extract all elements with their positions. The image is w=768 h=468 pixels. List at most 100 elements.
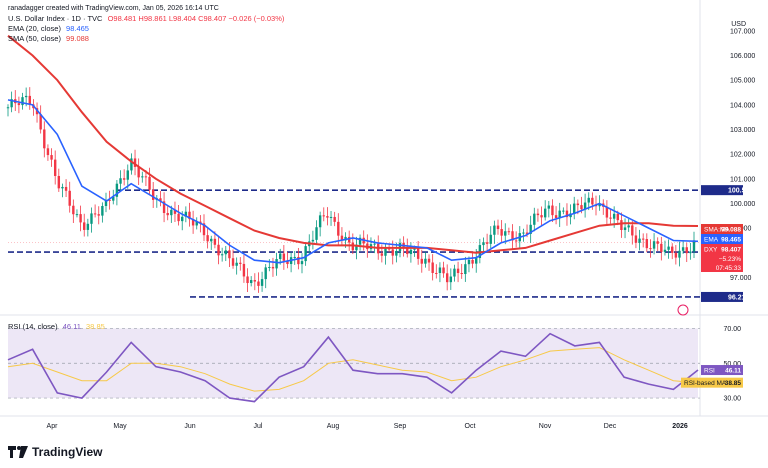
sma-legend-label: SMA (50, close) [8, 34, 61, 43]
candle-body [264, 267, 267, 280]
candle-body [612, 213, 616, 219]
rsi-tag-name: RSI [704, 368, 715, 375]
rsi-value-tag [681, 377, 743, 388]
candle-body [533, 213, 536, 225]
symbol-name[interactable]: U.S. Dollar Index · 1D · TVC [8, 14, 103, 23]
candle-body [126, 170, 129, 180]
candle-body [358, 237, 362, 245]
candle-body [384, 248, 387, 256]
series-price-tag [701, 234, 743, 244]
rsi-tag-value: 46.11 [725, 368, 741, 375]
candle-body [540, 215, 543, 218]
candle-body [271, 266, 275, 269]
candle-body [543, 208, 547, 218]
candle-body [151, 189, 155, 200]
candle-body [148, 176, 151, 190]
candle-body [529, 224, 532, 234]
candle-body [554, 215, 558, 219]
time-axis-label: Apr [47, 423, 59, 430]
candle-body [181, 216, 184, 222]
candle-body [667, 246, 670, 250]
candle-body [53, 159, 57, 176]
candle-body [61, 186, 64, 189]
candle-body [43, 129, 46, 149]
candle-body [268, 266, 271, 268]
candle-body [318, 215, 322, 228]
candle-body [489, 234, 492, 244]
candle-body [442, 267, 445, 274]
candle-body [188, 211, 191, 220]
candle-body [514, 240, 518, 242]
candle-body [485, 242, 489, 244]
rsi-legend-value: 46.11 [62, 322, 81, 331]
candle-body [427, 258, 431, 263]
series-tag-extra-bg [701, 263, 743, 272]
rsi-tick-label: 30.00 [723, 396, 741, 403]
candle-body [391, 249, 394, 256]
candle-body [522, 232, 525, 234]
candle-body [598, 203, 601, 207]
candle-body [692, 240, 696, 252]
candle-body [253, 280, 257, 282]
candle-body [449, 276, 453, 283]
sma-legend[interactable]: SMA (50, close) 99.088 [8, 34, 89, 44]
candle-body [340, 235, 344, 241]
tradingview-logo[interactable]: TradingView [8, 445, 102, 459]
series-tag-value: 98.407 [721, 247, 741, 254]
candle-body [464, 264, 467, 275]
rsi-legend[interactable]: RSI (14, close) 46.11 38.85 [8, 322, 105, 332]
candle-body [213, 238, 217, 245]
candle-body [329, 216, 333, 218]
candle-body [525, 232, 529, 234]
candle-body [257, 281, 260, 286]
candle-body [620, 220, 623, 231]
candle-body [246, 276, 249, 284]
candle-body [373, 243, 376, 245]
level-price-tag [701, 185, 743, 196]
price-tick-label: 106.000 [730, 53, 755, 60]
ema-legend[interactable]: EMA (20, close) 98.465 [8, 24, 89, 34]
symbol-header[interactable]: U.S. Dollar Index · 1D · TVC O98.481 H98… [8, 14, 284, 24]
level-price-label: 96.210 [728, 294, 750, 301]
candle-body [493, 225, 496, 235]
candle-body [576, 203, 580, 206]
candle-body [50, 155, 53, 160]
series-tag-extra: 07:45:33 [716, 265, 742, 272]
candle-body [311, 239, 315, 242]
candle-body [282, 253, 286, 261]
candle-body [663, 249, 667, 252]
brand-name: TradingView [32, 445, 103, 459]
candle-body [137, 166, 140, 178]
candle-body [322, 215, 325, 217]
candle-body [112, 196, 115, 201]
candle-body [681, 247, 685, 251]
candle-body [275, 258, 278, 269]
candle-body [293, 256, 296, 258]
ohlc-values: O98.481 H98.861 L98.404 C98.407 −0.026 (… [107, 14, 285, 23]
candle-body [424, 258, 427, 264]
candle-body [453, 268, 456, 277]
candle-body [195, 221, 198, 226]
time-axis-label: Jul [254, 423, 263, 430]
candle-body [72, 205, 75, 215]
candle-body [482, 242, 485, 246]
rsi-tag-value: 38.85 [725, 380, 742, 387]
candle-body [304, 246, 307, 262]
candle-body [565, 210, 569, 218]
candle-body [337, 221, 340, 236]
candle-body [587, 197, 590, 203]
candle-body [10, 99, 13, 108]
candle-body [231, 258, 235, 266]
time-axis-label: May [113, 423, 127, 430]
series-price-tag [701, 244, 743, 254]
series-tag-name: DXY [704, 247, 718, 254]
candle-body [104, 199, 108, 207]
candle-body [315, 227, 318, 240]
candle-body [467, 259, 471, 265]
candle-body [159, 198, 162, 202]
candle-body [678, 250, 681, 258]
ema-legend-value: 98.465 [66, 24, 89, 33]
candle-body [21, 97, 24, 106]
candle-body [573, 203, 576, 214]
